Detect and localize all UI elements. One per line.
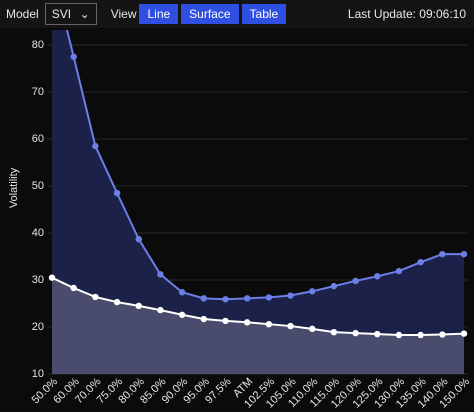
point: [222, 296, 229, 303]
area: [52, 277, 464, 374]
point: [113, 298, 121, 306]
last-update: Last Update: 09:06:10: [347, 7, 466, 21]
y-tick-label: 10: [32, 368, 44, 380]
y-tick-label: 40: [32, 227, 44, 239]
view-button[interactable]: Table: [241, 4, 287, 24]
point: [287, 292, 294, 299]
model-dropdown[interactable]: SVI ⌄: [44, 3, 97, 25]
point: [48, 274, 56, 281]
line: [51, 276, 465, 336]
point: [135, 302, 142, 310]
point: [417, 331, 424, 339]
point: [178, 289, 186, 296]
toolbar: Model SVI ⌄ View Line Surface Table Last …: [0, 0, 474, 28]
point: [330, 328, 338, 336]
point: [352, 329, 359, 337]
model-label: Model: [6, 7, 39, 21]
y-tick-label: 70: [32, 86, 44, 98]
view-button[interactable]: Surface: [181, 4, 239, 24]
point: [439, 250, 446, 258]
point: [439, 331, 446, 338]
area: [52, 30, 464, 374]
view-label: View: [110, 7, 137, 21]
point: [135, 235, 142, 243]
point: [330, 282, 338, 290]
point: [287, 322, 294, 330]
point: [70, 284, 77, 292]
y-tick-label: 20: [32, 321, 44, 333]
point: [395, 267, 403, 275]
chart: Volatility 102030405060708050.0%60.0%70.…: [8, 30, 472, 411]
point: [374, 330, 381, 338]
point: [417, 258, 424, 266]
point: [352, 277, 359, 285]
point: [265, 294, 273, 301]
point: [395, 331, 403, 339]
point: [460, 330, 468, 337]
y-tick-label: 50: [32, 180, 44, 192]
point: [309, 288, 316, 295]
model-value: SVI: [51, 7, 72, 21]
point: [200, 295, 207, 302]
y-axis-label: Volatility: [8, 167, 20, 208]
point: [178, 311, 186, 318]
point: [113, 189, 121, 197]
chevron: ⌄: [79, 7, 90, 21]
point: [243, 319, 251, 326]
y-tick-label: 80: [32, 39, 44, 51]
view-button[interactable]: Line: [139, 4, 179, 24]
plot: [48, 30, 468, 374]
y-tick-label: 60: [32, 133, 44, 145]
point: [309, 325, 316, 333]
point: [200, 315, 207, 323]
point: [460, 250, 468, 258]
point: [374, 273, 381, 280]
point: [265, 320, 273, 328]
point: [70, 53, 77, 60]
point: [157, 306, 164, 314]
y-tick-label: 30: [32, 274, 44, 286]
point: [243, 295, 251, 302]
point: [92, 293, 99, 301]
point: [157, 271, 164, 278]
point: [222, 317, 229, 325]
point: [92, 142, 99, 150]
line: [65, 30, 464, 301]
